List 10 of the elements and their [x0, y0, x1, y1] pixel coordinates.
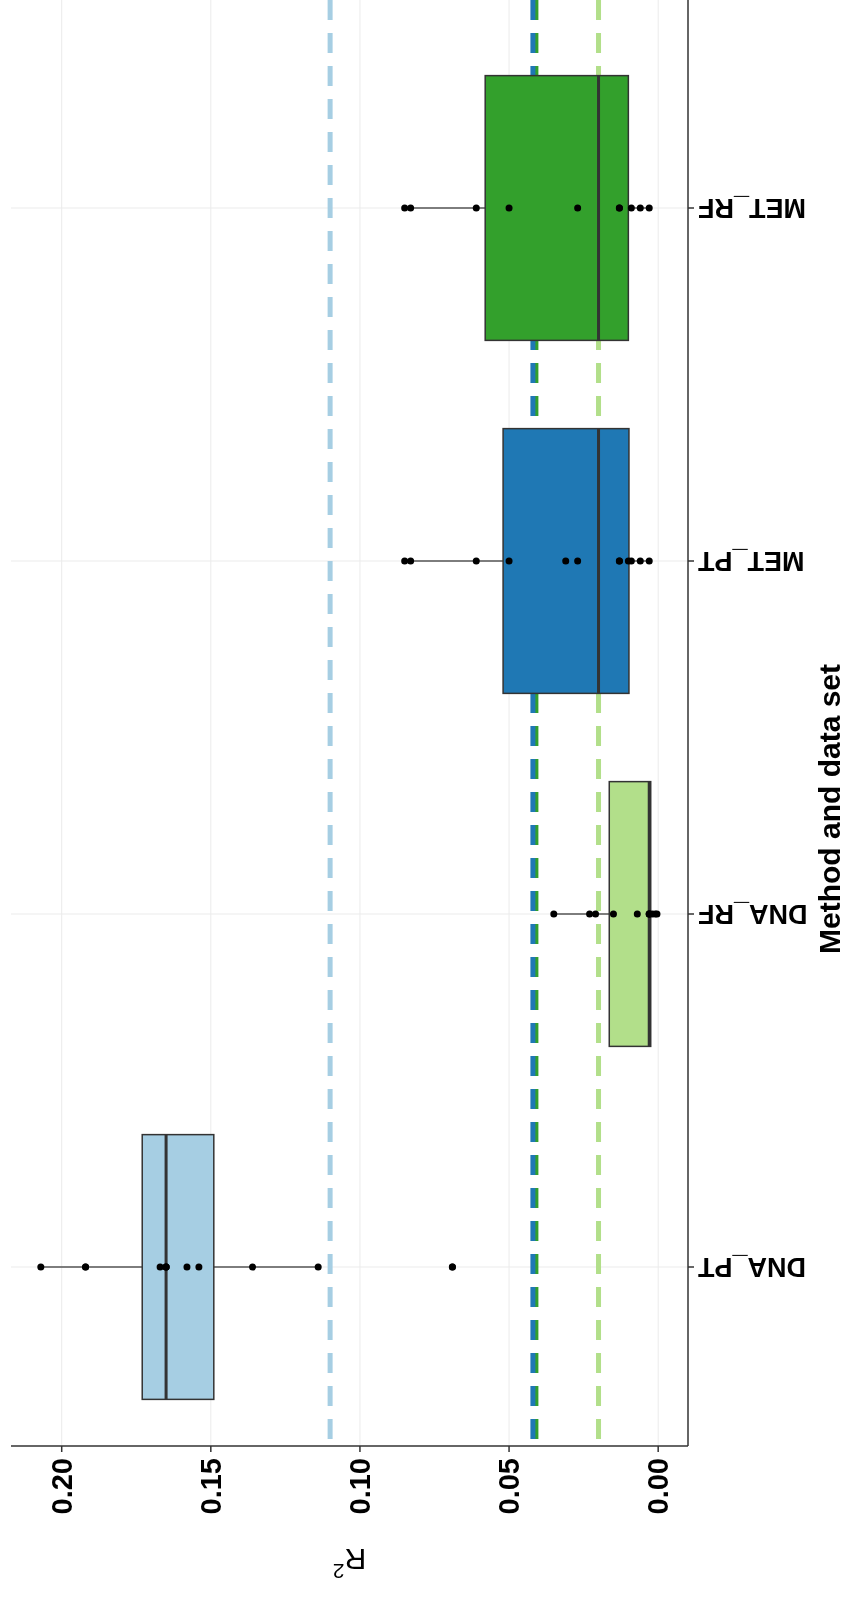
y-tick-label: DNA_RF: [698, 899, 808, 929]
y-tick-label: MET_PT: [697, 546, 805, 576]
x-tick-label: 0.10: [343, 1458, 376, 1515]
x-tick-label: 0.20: [45, 1458, 78, 1515]
x-tick-label: 0.00: [642, 1458, 675, 1515]
x-tick-label: 0.15: [194, 1458, 227, 1515]
y-axis-title: Method and data set: [812, 663, 843, 955]
x-tick-label: 0.05: [493, 1458, 526, 1515]
y-tick-label: DNA_PT: [697, 1252, 807, 1282]
y-tick-label: MET_RF: [698, 193, 806, 223]
